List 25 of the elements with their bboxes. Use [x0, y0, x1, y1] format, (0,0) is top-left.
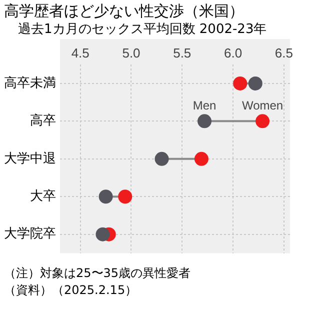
x-tick-label: 5.0: [122, 45, 140, 60]
point: [256, 114, 270, 128]
point: [233, 76, 248, 90]
point: [248, 76, 262, 90]
series-label: Men: [192, 98, 216, 112]
x-tick-label: 6.5: [274, 45, 293, 60]
text: （注）対象は25〜35歳の異性愛者: [3, 265, 192, 282]
x-tick-label: 6.0: [224, 45, 242, 60]
point: [198, 114, 212, 128]
y-tick-label: 高卒未満: [4, 74, 56, 91]
y-tick-label: 大卒: [30, 188, 56, 204]
point: [98, 190, 113, 204]
point: [118, 190, 132, 204]
y-tick-label: 高卒: [30, 112, 56, 129]
point: [194, 152, 208, 166]
chart-subtitle: 過去1カ月のセックス平均回数 2002-23年: [17, 21, 268, 39]
point: [96, 227, 110, 242]
x-tick-label: 4.5: [71, 45, 90, 60]
x-tick-label: 5.5: [173, 45, 192, 60]
text: （資料）（2025.2.15）: [3, 282, 138, 299]
y-tick-label: 大学中退: [4, 151, 56, 166]
chart-title: 高学歴者ほど少ない性交渉（米国）: [3, 1, 245, 21]
y-tick-label: 大学院卒: [4, 226, 56, 242]
point: [154, 152, 169, 166]
series-label: Women: [242, 98, 284, 112]
